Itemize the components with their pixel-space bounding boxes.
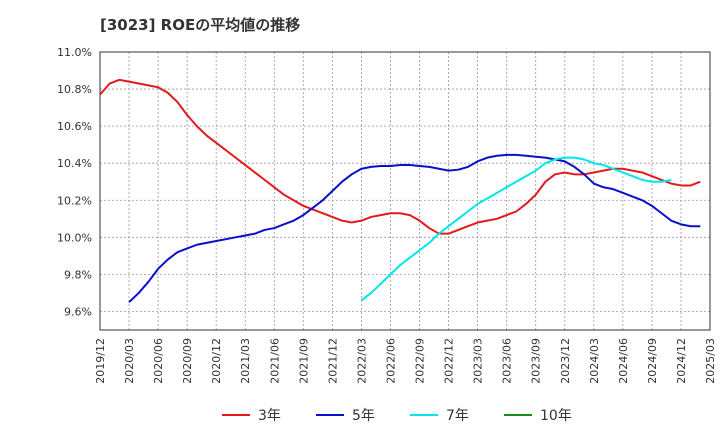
series-line-2	[128, 153, 701, 303]
x-tick-label: 2025/03	[704, 338, 717, 384]
legend: 3年 5年 7年 10年	[222, 408, 572, 424]
y-axis: 11.0% 10.8% 10.6% 10.4% 10.2% 10.0% 9.8% 9.6%	[57, 46, 92, 318]
y-tick-label: 9.6%	[64, 305, 92, 318]
y-tick-label: 10.4%	[57, 157, 92, 170]
series-line-1	[99, 78, 701, 235]
x-tick-label: 2024/12	[675, 338, 688, 384]
x-axis: 2019/12 2020/03 2020/06 2020/09 2020/12 2021/…	[94, 338, 717, 384]
x-tick-label: 2022/12	[443, 338, 456, 384]
y-tick-label: 10.6%	[57, 120, 92, 133]
chart-title: [3023] ROEの平均値の推移	[100, 16, 301, 34]
x-tick-label: 2023/06	[501, 338, 514, 384]
y-tick-label: 9.8%	[64, 268, 92, 281]
x-tick-label: 2024/09	[646, 338, 659, 384]
x-tick-label: 2022/03	[355, 338, 368, 384]
y-tick-label: 10.8%	[57, 83, 92, 96]
x-tick-label: 2023/09	[530, 338, 543, 384]
x-tick-label: 2024/03	[588, 338, 601, 384]
x-tick-label: 2021/03	[239, 338, 252, 384]
legend-label: 3年	[258, 408, 281, 424]
series-lines	[99, 78, 701, 303]
x-tick-label: 2024/06	[617, 338, 630, 384]
x-tick-label: 2021/06	[268, 338, 281, 384]
legend-label: 10年	[540, 408, 572, 424]
legend-label: 5年	[352, 408, 375, 424]
x-tick-label: 2020/09	[181, 338, 194, 384]
plot-area	[99, 51, 711, 331]
x-tick-label: 2020/03	[123, 338, 136, 384]
x-tick-label: 2019/12	[94, 338, 107, 384]
x-tick-label: 2020/06	[152, 338, 165, 384]
series-line-3	[360, 156, 672, 302]
x-tick-label: 2020/12	[210, 338, 223, 384]
x-tick-label: 2022/06	[384, 338, 397, 384]
x-tick-label: 2021/12	[326, 338, 339, 384]
y-tick-label: 11.0%	[57, 46, 92, 59]
y-tick-label: 10.2%	[57, 194, 92, 207]
x-tick-label: 2023/03	[472, 338, 485, 384]
x-tick-label: 2022/09	[414, 338, 427, 384]
legend-label: 7年	[446, 408, 469, 424]
x-tick-label: 2023/12	[559, 338, 572, 384]
y-tick-label: 10.0%	[57, 231, 92, 244]
x-tick-label: 2021/09	[297, 338, 310, 384]
